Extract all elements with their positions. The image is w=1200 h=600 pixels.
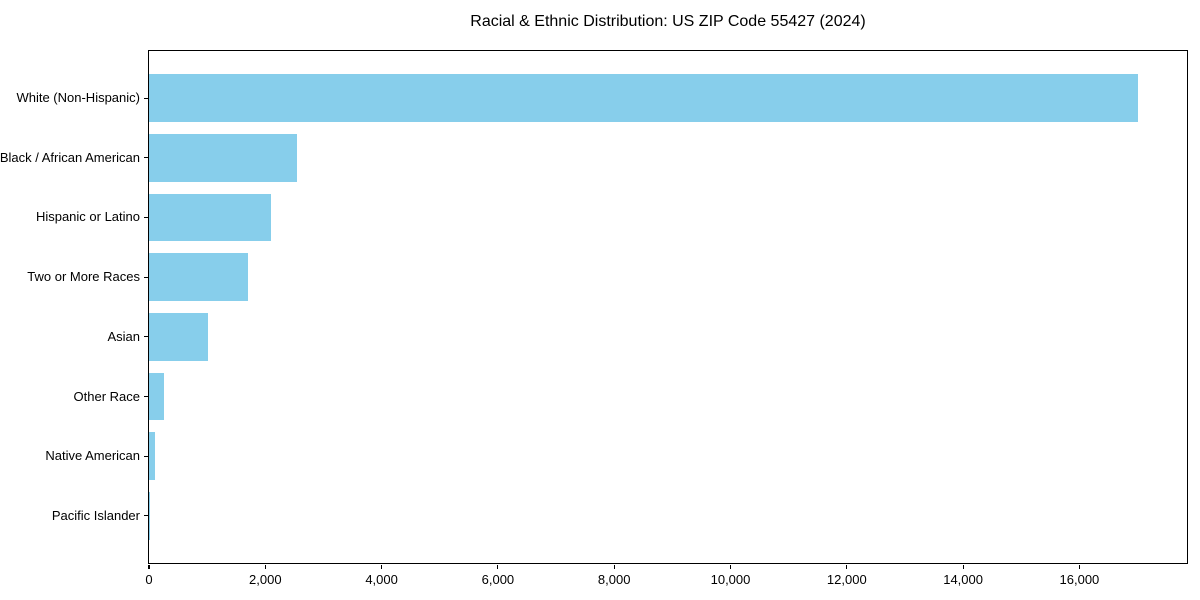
- y-axis-label: Black / African American: [0, 149, 140, 165]
- x-tick-mark: [613, 564, 615, 569]
- y-axis-label: Pacific Islander: [51, 507, 140, 523]
- x-tick-label: 14,000: [943, 572, 983, 587]
- x-tick-mark: [729, 564, 732, 569]
- bar: [149, 491, 150, 540]
- bar: [149, 312, 209, 361]
- bar: [149, 432, 155, 481]
- x-tick-label: 8,000: [597, 572, 631, 587]
- x-tick-mark: [962, 564, 964, 569]
- x-tick-label: 4,000: [365, 572, 398, 587]
- x-tick-mark: [846, 564, 848, 569]
- y-axis-label: Hispanic or Latino: [35, 209, 140, 225]
- y-tick-mark: [143, 216, 148, 219]
- x-tick-label: 6,000: [481, 572, 515, 587]
- x-tick-label: 2,000: [249, 572, 282, 587]
- x-tick-mark: [264, 564, 266, 569]
- x-tick-label: 12,000: [826, 572, 867, 587]
- bar: [149, 74, 1138, 122]
- bar: [149, 133, 298, 182]
- y-axis-label: Asian: [107, 328, 140, 344]
- bar: [149, 253, 248, 302]
- x-tick-mark: [497, 564, 499, 569]
- x-tick-label: 10,000: [710, 572, 751, 587]
- chart-title: Racial & Ethnic Distribution: US ZIP Cod…: [470, 13, 866, 30]
- x-tick-mark: [148, 564, 150, 569]
- y-axis-label: Other Race: [73, 388, 140, 404]
- x-tick-mark: [1078, 564, 1080, 569]
- y-tick-mark: [143, 455, 148, 457]
- y-tick-mark: [143, 276, 148, 278]
- bar: [149, 372, 165, 421]
- y-tick-mark: [143, 515, 148, 517]
- y-tick-mark: [143, 97, 148, 99]
- y-axis-label: Two or More Races: [27, 269, 140, 285]
- y-axis-label: White (Non-Hispanic): [16, 90, 140, 106]
- x-tick-mark: [381, 564, 383, 569]
- plot-area: [147, 49, 1188, 564]
- bar: [149, 193, 272, 242]
- y-tick-mark: [143, 157, 148, 159]
- y-axis-label: Native American: [45, 448, 140, 464]
- y-tick-mark: [143, 395, 148, 398]
- y-tick-mark: [143, 336, 148, 338]
- x-tick-label: 16,000: [1059, 572, 1100, 587]
- x-tick-label: 0: [145, 572, 153, 587]
